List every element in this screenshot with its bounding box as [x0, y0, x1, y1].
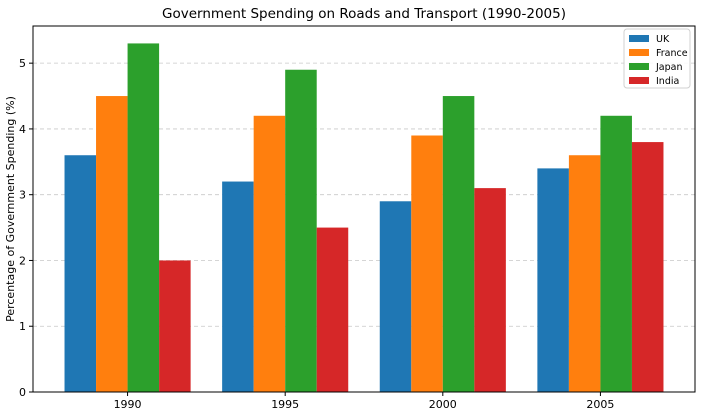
legend-label-japan: Japan [655, 62, 683, 73]
y-axis-label: Percentage of Government Spending (%) [4, 96, 17, 322]
legend-label-india: India [656, 76, 679, 87]
bar-france-1995 [253, 115, 286, 392]
bar-india-1990 [159, 260, 191, 392]
y-tick-label: 4 [19, 123, 26, 136]
bar-india-1995 [316, 227, 349, 392]
legend: UK France Japan India [623, 28, 691, 89]
legend-swatch-japan [629, 63, 649, 70]
bar-japan-1995 [285, 69, 317, 393]
bar-france-2005 [568, 155, 601, 392]
legend-swatch-france [629, 49, 649, 56]
y-tick-label: 0 [19, 386, 26, 399]
bar-japan-2000 [442, 96, 475, 393]
legend-label-uk: UK [656, 34, 670, 45]
legend-label-france: France [656, 48, 688, 59]
bar-uk-1995 [222, 181, 254, 392]
bar-india-2005 [631, 142, 664, 392]
x-tick-label: 1990 [114, 398, 142, 411]
x-tick-label: 2000 [429, 398, 457, 411]
bar-france-1990 [96, 96, 128, 393]
y-tick-label: 2 [19, 254, 26, 267]
legend-box [623, 28, 691, 89]
bar-japan-1990 [127, 43, 160, 393]
chart-title: Government Spending on Roads and Transpo… [162, 6, 566, 22]
y-tick-label: 1 [19, 320, 26, 333]
bar-japan-2005 [600, 115, 632, 392]
x-tick-label: 2005 [586, 398, 614, 411]
plot-frame [32, 25, 696, 393]
y-tick-label: 5 [19, 57, 26, 70]
legend-swatch-uk [629, 35, 649, 42]
x-tick-label: 1995 [271, 398, 299, 411]
bar-uk-2005 [537, 168, 569, 392]
legend-swatch-india [629, 77, 649, 84]
y-tick-label: 3 [19, 189, 26, 202]
bar-uk-2000 [379, 201, 412, 392]
bar-india-2000 [474, 188, 506, 392]
bar-france-2000 [411, 135, 443, 393]
bar-uk-1990 [64, 155, 97, 392]
